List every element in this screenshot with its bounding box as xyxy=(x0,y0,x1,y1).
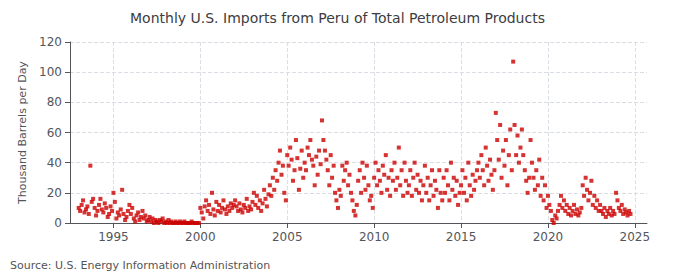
svg-text:0: 0 xyxy=(54,216,62,230)
svg-text:120: 120 xyxy=(39,35,62,49)
svg-text:Source: U.S. Energy Informatio: Source: U.S. Energy Information Administ… xyxy=(10,259,270,272)
svg-text:100: 100 xyxy=(39,65,62,79)
svg-text:Monthly U.S. Imports from Peru: Monthly U.S. Imports from Peru of Total … xyxy=(130,10,545,26)
svg-text:80: 80 xyxy=(47,95,62,109)
svg-text:2005: 2005 xyxy=(272,230,303,244)
svg-text:2015: 2015 xyxy=(446,230,477,244)
svg-text:Thousand Barrels per Day: Thousand Barrels per Day xyxy=(16,61,29,205)
svg-text:40: 40 xyxy=(47,156,62,170)
svg-text:20: 20 xyxy=(47,186,62,200)
svg-text:2025: 2025 xyxy=(620,230,651,244)
svg-text:60: 60 xyxy=(47,126,62,140)
svg-text:2010: 2010 xyxy=(359,230,390,244)
svg-text:1995: 1995 xyxy=(98,230,129,244)
svg-text:2000: 2000 xyxy=(185,230,216,244)
svg-text:2020: 2020 xyxy=(533,230,564,244)
